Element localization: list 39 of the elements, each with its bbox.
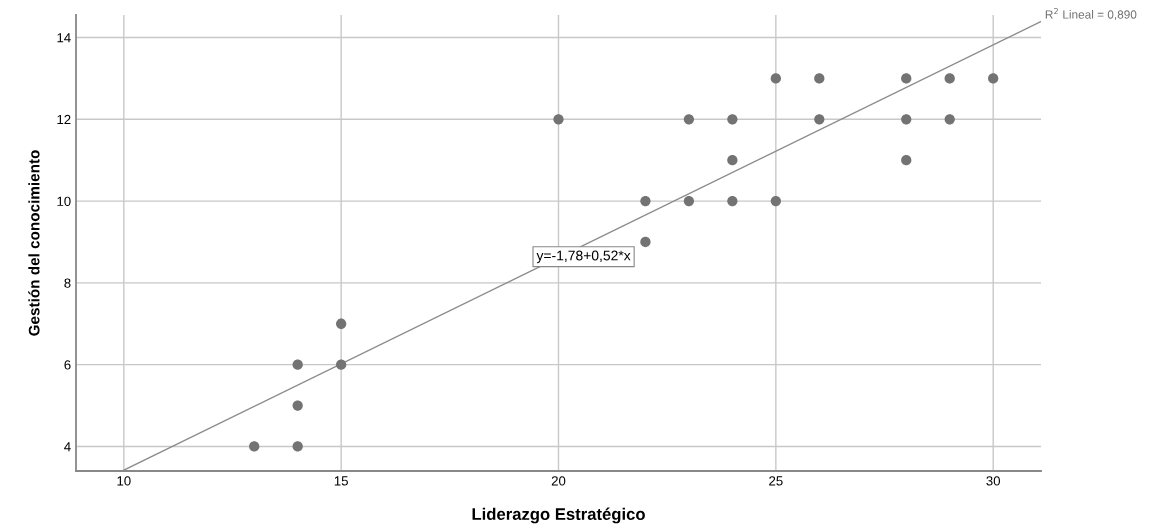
annotation: y=-1,78+0,52*x	[536, 250, 631, 264]
point	[944, 114, 955, 125]
text: R$^{2}$ Lineal = 0,890	[1045, 7, 1137, 21]
x-axis-title: Liderazgo Estratégico	[472, 507, 645, 524]
point	[901, 155, 912, 166]
y-tick-label: 10	[57, 196, 71, 206]
y-tick-label: 12	[57, 114, 71, 125]
point	[249, 441, 260, 452]
point	[336, 318, 347, 329]
x-tick-label: 20	[551, 476, 566, 486]
point	[770, 73, 781, 84]
point	[727, 155, 738, 166]
x-tick-label: 15	[334, 476, 348, 486]
point	[640, 195, 651, 207]
point	[770, 195, 781, 207]
point	[727, 114, 738, 125]
y-tick-label: 4	[64, 442, 71, 452]
y-tick-label: 6	[64, 360, 71, 370]
point	[640, 236, 651, 248]
point	[814, 73, 825, 84]
y-tick-label: 14	[57, 33, 71, 43]
point	[901, 73, 912, 84]
point	[727, 195, 738, 207]
point	[683, 114, 695, 125]
point	[944, 73, 955, 84]
point	[814, 114, 825, 125]
point	[553, 114, 564, 125]
point	[901, 114, 912, 125]
x-tick-label: 10	[117, 476, 131, 486]
point	[292, 359, 303, 370]
point	[292, 441, 303, 452]
y-axis-title: Gestión del conocimiento	[28, 150, 40, 336]
point	[988, 73, 999, 84]
point	[683, 195, 695, 207]
point	[292, 400, 303, 411]
point	[336, 359, 347, 370]
x-tick-label: 30	[986, 476, 1001, 486]
y-tick-label: 8	[64, 278, 71, 288]
x-tick-label: 25	[769, 476, 783, 486]
